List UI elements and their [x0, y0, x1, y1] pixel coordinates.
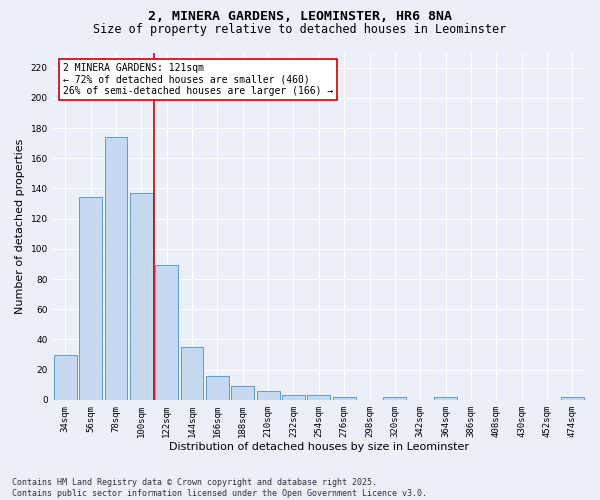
Bar [206, 376, 229, 400]
Bar [232, 386, 254, 400]
Text: 2 MINERA GARDENS: 121sqm
← 72% of detached houses are smaller (460)
26% of semi-: 2 MINERA GARDENS: 121sqm ← 72% of detach… [64, 63, 334, 96]
Bar [333, 397, 356, 400]
Bar [181, 347, 203, 400]
Bar [257, 391, 280, 400]
Bar [54, 354, 77, 400]
Bar [104, 137, 127, 400]
Bar [155, 266, 178, 400]
Bar [561, 397, 584, 400]
Bar [282, 396, 305, 400]
Bar [383, 397, 406, 400]
Y-axis label: Number of detached properties: Number of detached properties [15, 138, 25, 314]
Bar [79, 198, 102, 400]
Text: Size of property relative to detached houses in Leominster: Size of property relative to detached ho… [94, 22, 506, 36]
X-axis label: Distribution of detached houses by size in Leominster: Distribution of detached houses by size … [169, 442, 469, 452]
Bar [434, 397, 457, 400]
Text: Contains HM Land Registry data © Crown copyright and database right 2025.
Contai: Contains HM Land Registry data © Crown c… [12, 478, 427, 498]
Text: 2, MINERA GARDENS, LEOMINSTER, HR6 8NA: 2, MINERA GARDENS, LEOMINSTER, HR6 8NA [148, 10, 452, 23]
Bar [307, 396, 330, 400]
Bar [130, 193, 153, 400]
